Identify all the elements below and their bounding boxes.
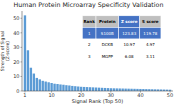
y-tick-label: 30 — [13, 44, 19, 50]
bar — [53, 84, 55, 91]
y-tick-label: 50 — [13, 15, 19, 21]
table-cell — [140, 39, 161, 51]
table-cell — [82, 27, 96, 39]
table-text: Rank — [84, 19, 96, 24]
table-cell — [96, 16, 119, 28]
table: RankProtein Z score S score 1 S100B 123.83 119… — [82, 16, 161, 62]
table-text: 123.83 — [122, 31, 136, 36]
bar — [24, 15, 26, 91]
table-text: MGPP — [102, 54, 114, 59]
table-text: 3 — [88, 54, 91, 59]
bar — [30, 68, 32, 91]
bar — [101, 88, 103, 91]
bar — [89, 87, 91, 91]
bar — [130, 89, 132, 91]
bar — [62, 85, 64, 91]
table-text: 10.97 — [123, 42, 135, 47]
bar — [27, 50, 29, 91]
bar — [71, 86, 73, 91]
bar — [104, 88, 106, 91]
y-axis-line — [22, 11, 23, 91]
table-cell — [140, 27, 161, 39]
table-text: Protein — [99, 19, 116, 24]
x-tick-label: 1 — [23, 92, 26, 98]
x-axis-line — [22, 91, 173, 92]
table-cell — [119, 39, 140, 51]
bar — [36, 78, 38, 91]
bar — [42, 81, 44, 91]
bar — [119, 88, 121, 91]
table-text: Z score — [121, 19, 138, 24]
bar — [50, 83, 52, 91]
y-tick — [21, 18, 23, 19]
bar — [65, 85, 67, 91]
table-cell — [140, 51, 161, 63]
bar — [68, 85, 70, 91]
x-tick-label: 50 — [167, 92, 173, 98]
table-text: 6.08 — [125, 54, 134, 59]
table-text: S score — [142, 19, 159, 24]
table-text: S100B — [101, 31, 114, 36]
table-cell — [119, 27, 140, 39]
y-tick — [21, 76, 23, 77]
bar — [136, 89, 138, 91]
y-tick — [21, 61, 23, 62]
table-text: 119.78 — [143, 31, 157, 36]
bar — [95, 88, 97, 91]
bar — [33, 74, 35, 91]
bar — [110, 88, 112, 91]
table-cell — [82, 16, 96, 28]
bar — [45, 82, 47, 91]
table-cell — [119, 16, 140, 28]
x-tick-label: 10 — [48, 92, 54, 98]
bar — [47, 82, 49, 91]
bar — [124, 89, 126, 91]
y-axis-label-line: (Z-score) — [5, 41, 10, 61]
bar — [83, 87, 85, 91]
table-text: 2 — [88, 42, 91, 47]
table-text: 4.97 — [146, 42, 155, 47]
table-text: 1 — [88, 31, 91, 36]
table-text: DCKB — [102, 42, 113, 47]
table-cell — [82, 51, 96, 63]
y-tick-label: 20 — [13, 59, 19, 65]
bar — [107, 88, 109, 91]
bar — [56, 84, 58, 91]
bar — [92, 87, 94, 91]
x-tick-label: 40 — [137, 92, 143, 98]
y-tick-label: 40 — [13, 30, 19, 36]
bar — [39, 79, 41, 91]
y-tick-label: 0 — [16, 88, 19, 94]
y-tick-label: 10 — [13, 73, 19, 79]
y-tick — [21, 47, 23, 48]
bar — [74, 86, 76, 91]
bar — [121, 89, 123, 91]
bar — [116, 88, 118, 91]
bar — [80, 87, 82, 91]
bar — [98, 88, 100, 91]
bar — [127, 89, 129, 91]
table-cell — [96, 51, 119, 63]
bar — [86, 87, 88, 91]
table-text: 3.11 — [146, 54, 155, 59]
table-cell — [140, 16, 161, 28]
bar — [139, 89, 141, 91]
table-cell — [82, 39, 96, 51]
bar — [133, 89, 135, 91]
table-cell — [96, 39, 119, 51]
chart: Human Protein Microarray Specificity Val… — [0, 0, 177, 105]
bars — [24, 15, 171, 91]
x-axis-label: Signal Rank (Top 50) — [72, 98, 123, 105]
y-tick — [21, 32, 23, 33]
bar — [59, 84, 61, 91]
table-cell — [119, 51, 140, 63]
bar — [113, 88, 115, 91]
bar — [77, 86, 79, 91]
table-cell — [96, 27, 119, 39]
title: Human Protein Microarray Specificity Val… — [14, 1, 164, 9]
y-tick — [21, 91, 23, 92]
y-axis-label: Strength of Signal(Z-score) — [0, 31, 10, 72]
